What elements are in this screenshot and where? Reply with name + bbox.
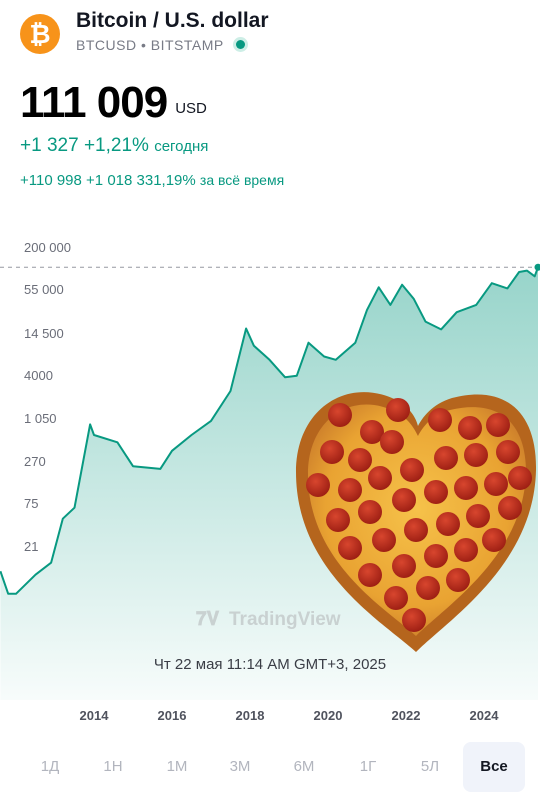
market-status-icon bbox=[235, 40, 245, 49]
separator-dot: • bbox=[140, 37, 147, 53]
pepperoni-slice bbox=[484, 472, 508, 496]
y-tick-label: 200 000 bbox=[24, 240, 71, 255]
tab-1y[interactable]: 1Г bbox=[359, 758, 377, 775]
pepperoni-slice bbox=[436, 512, 460, 536]
price-currency: USD bbox=[175, 100, 207, 117]
pepperoni-slice bbox=[458, 416, 482, 440]
pepperoni-slice bbox=[434, 446, 458, 470]
pepperoni-slice bbox=[372, 528, 396, 552]
pepperoni-slice bbox=[446, 568, 470, 592]
pepperoni-slice bbox=[400, 458, 424, 482]
change-today: +1 327 +1,21% сегодня bbox=[20, 135, 208, 157]
pepperoni-slice bbox=[508, 466, 532, 490]
x-tick-label: 2022 bbox=[392, 708, 421, 723]
pepperoni-slice bbox=[326, 508, 350, 532]
price-value: 111 009 bbox=[20, 78, 168, 127]
timeframe-tabs: 1Д 1Н 1М 3М 6М 1Г 5Л Все bbox=[20, 742, 530, 792]
pepperoni-slice bbox=[466, 504, 490, 528]
pepperoni-slice bbox=[384, 586, 408, 610]
tab-1m[interactable]: 1М bbox=[166, 758, 188, 775]
x-axis: 2014 2016 2018 2020 2022 2024 bbox=[80, 708, 500, 723]
tab-6m[interactable]: 6М bbox=[293, 758, 315, 775]
pepperoni-slice bbox=[464, 443, 488, 467]
pepperoni-slice bbox=[424, 480, 448, 504]
pepperoni-slice bbox=[386, 398, 410, 422]
tradingview-watermark: 𝟕𝐕 TradingView bbox=[196, 609, 341, 630]
tab-5y[interactable]: 5Л bbox=[420, 758, 440, 775]
crosshair-timestamp: Чт 22 мая 11:14 AM GMT+3, 2025 bbox=[154, 656, 386, 673]
pepperoni-slice bbox=[368, 466, 392, 490]
pepperoni-slice bbox=[428, 408, 452, 432]
pepperoni-slice bbox=[498, 496, 522, 520]
pepperoni-slice bbox=[404, 518, 428, 542]
pizza-heart-image bbox=[296, 392, 537, 652]
change-today-abs: +1 327 bbox=[20, 135, 79, 156]
x-tick-label: 2024 bbox=[470, 708, 500, 723]
pepperoni-slice bbox=[482, 528, 506, 552]
pepperoni-slice bbox=[348, 448, 372, 472]
x-tick-label: 2018 bbox=[236, 708, 265, 723]
change-today-pct: +1,21% bbox=[83, 135, 149, 156]
last-price-marker bbox=[534, 263, 540, 271]
pepperoni-slice bbox=[424, 544, 448, 568]
pepperoni-slice bbox=[454, 538, 478, 562]
pepperoni-slice bbox=[306, 473, 330, 497]
price-series-line bbox=[0, 266, 539, 595]
pepperoni-slice bbox=[328, 403, 352, 427]
tradingview-logo-icon: 𝟕𝐕 bbox=[196, 609, 220, 630]
price-display: 111 009 USD bbox=[20, 78, 207, 128]
symbol-title: Bitcoin / U.S. dollar bbox=[76, 9, 269, 32]
x-tick-label: 2016 bbox=[158, 708, 187, 723]
pepperoni-slice bbox=[320, 440, 344, 464]
pepperoni-slice bbox=[358, 500, 382, 524]
pepperoni-slice bbox=[496, 440, 520, 464]
pepperoni-slice bbox=[338, 536, 362, 560]
y-tick-label: 55 000 bbox=[24, 282, 64, 297]
y-tick-label: 21 bbox=[24, 539, 38, 554]
bitcoin-logo-icon: ₿ bbox=[20, 14, 60, 54]
watermark-text: TradingView bbox=[229, 609, 341, 630]
y-tick-label: 270 bbox=[24, 454, 46, 469]
pepperoni-slice bbox=[454, 476, 478, 500]
y-tick-label: 1 050 bbox=[24, 411, 57, 426]
change-all-time: +110 998 +1 018 331,19% за всё время bbox=[20, 172, 284, 189]
symbol-subtitle: BTCUSD • BITSTAMP bbox=[76, 37, 245, 53]
exchange-label: BITSTAMP bbox=[150, 37, 224, 53]
change-all-pct: +1 018 331,19% bbox=[86, 172, 196, 189]
tab-3m[interactable]: 3М bbox=[229, 758, 251, 775]
pepperoni-slice bbox=[392, 488, 416, 512]
pepperoni-toppings bbox=[306, 398, 532, 632]
pepperoni-slice bbox=[486, 413, 510, 437]
tab-1w[interactable]: 1Н bbox=[103, 758, 123, 775]
ticker-label: BTCUSD bbox=[76, 37, 137, 53]
x-tick-label: 2020 bbox=[314, 708, 343, 723]
y-tick-label: 4000 bbox=[24, 368, 53, 383]
x-tick-label: 2014 bbox=[80, 708, 110, 723]
change-today-label: сегодня bbox=[154, 138, 209, 155]
symbol-header: ₿ Bitcoin / U.S. dollar BTCUSD • BITSTAM… bbox=[20, 8, 520, 58]
pepperoni-slice bbox=[380, 430, 404, 454]
tab-all[interactable]: Все bbox=[463, 742, 525, 792]
y-tick-label: 14 500 bbox=[24, 326, 64, 341]
pepperoni-slice bbox=[402, 608, 426, 632]
pepperoni-slice bbox=[392, 554, 416, 578]
y-tick-label: 75 bbox=[24, 496, 38, 511]
price-chart[interactable]: 200 000 55 000 14 500 4000 1 050 270 75 … bbox=[0, 0, 540, 740]
change-all-abs: +110 998 bbox=[20, 172, 82, 189]
y-axis: 200 000 55 000 14 500 4000 1 050 270 75 … bbox=[24, 240, 71, 554]
change-all-label: за всё время bbox=[199, 172, 285, 188]
pepperoni-slice bbox=[416, 576, 440, 600]
tab-1d[interactable]: 1Д bbox=[40, 758, 60, 775]
pepperoni-slice bbox=[338, 478, 362, 502]
pepperoni-slice bbox=[358, 563, 382, 587]
pepperoni-slice bbox=[360, 420, 384, 444]
